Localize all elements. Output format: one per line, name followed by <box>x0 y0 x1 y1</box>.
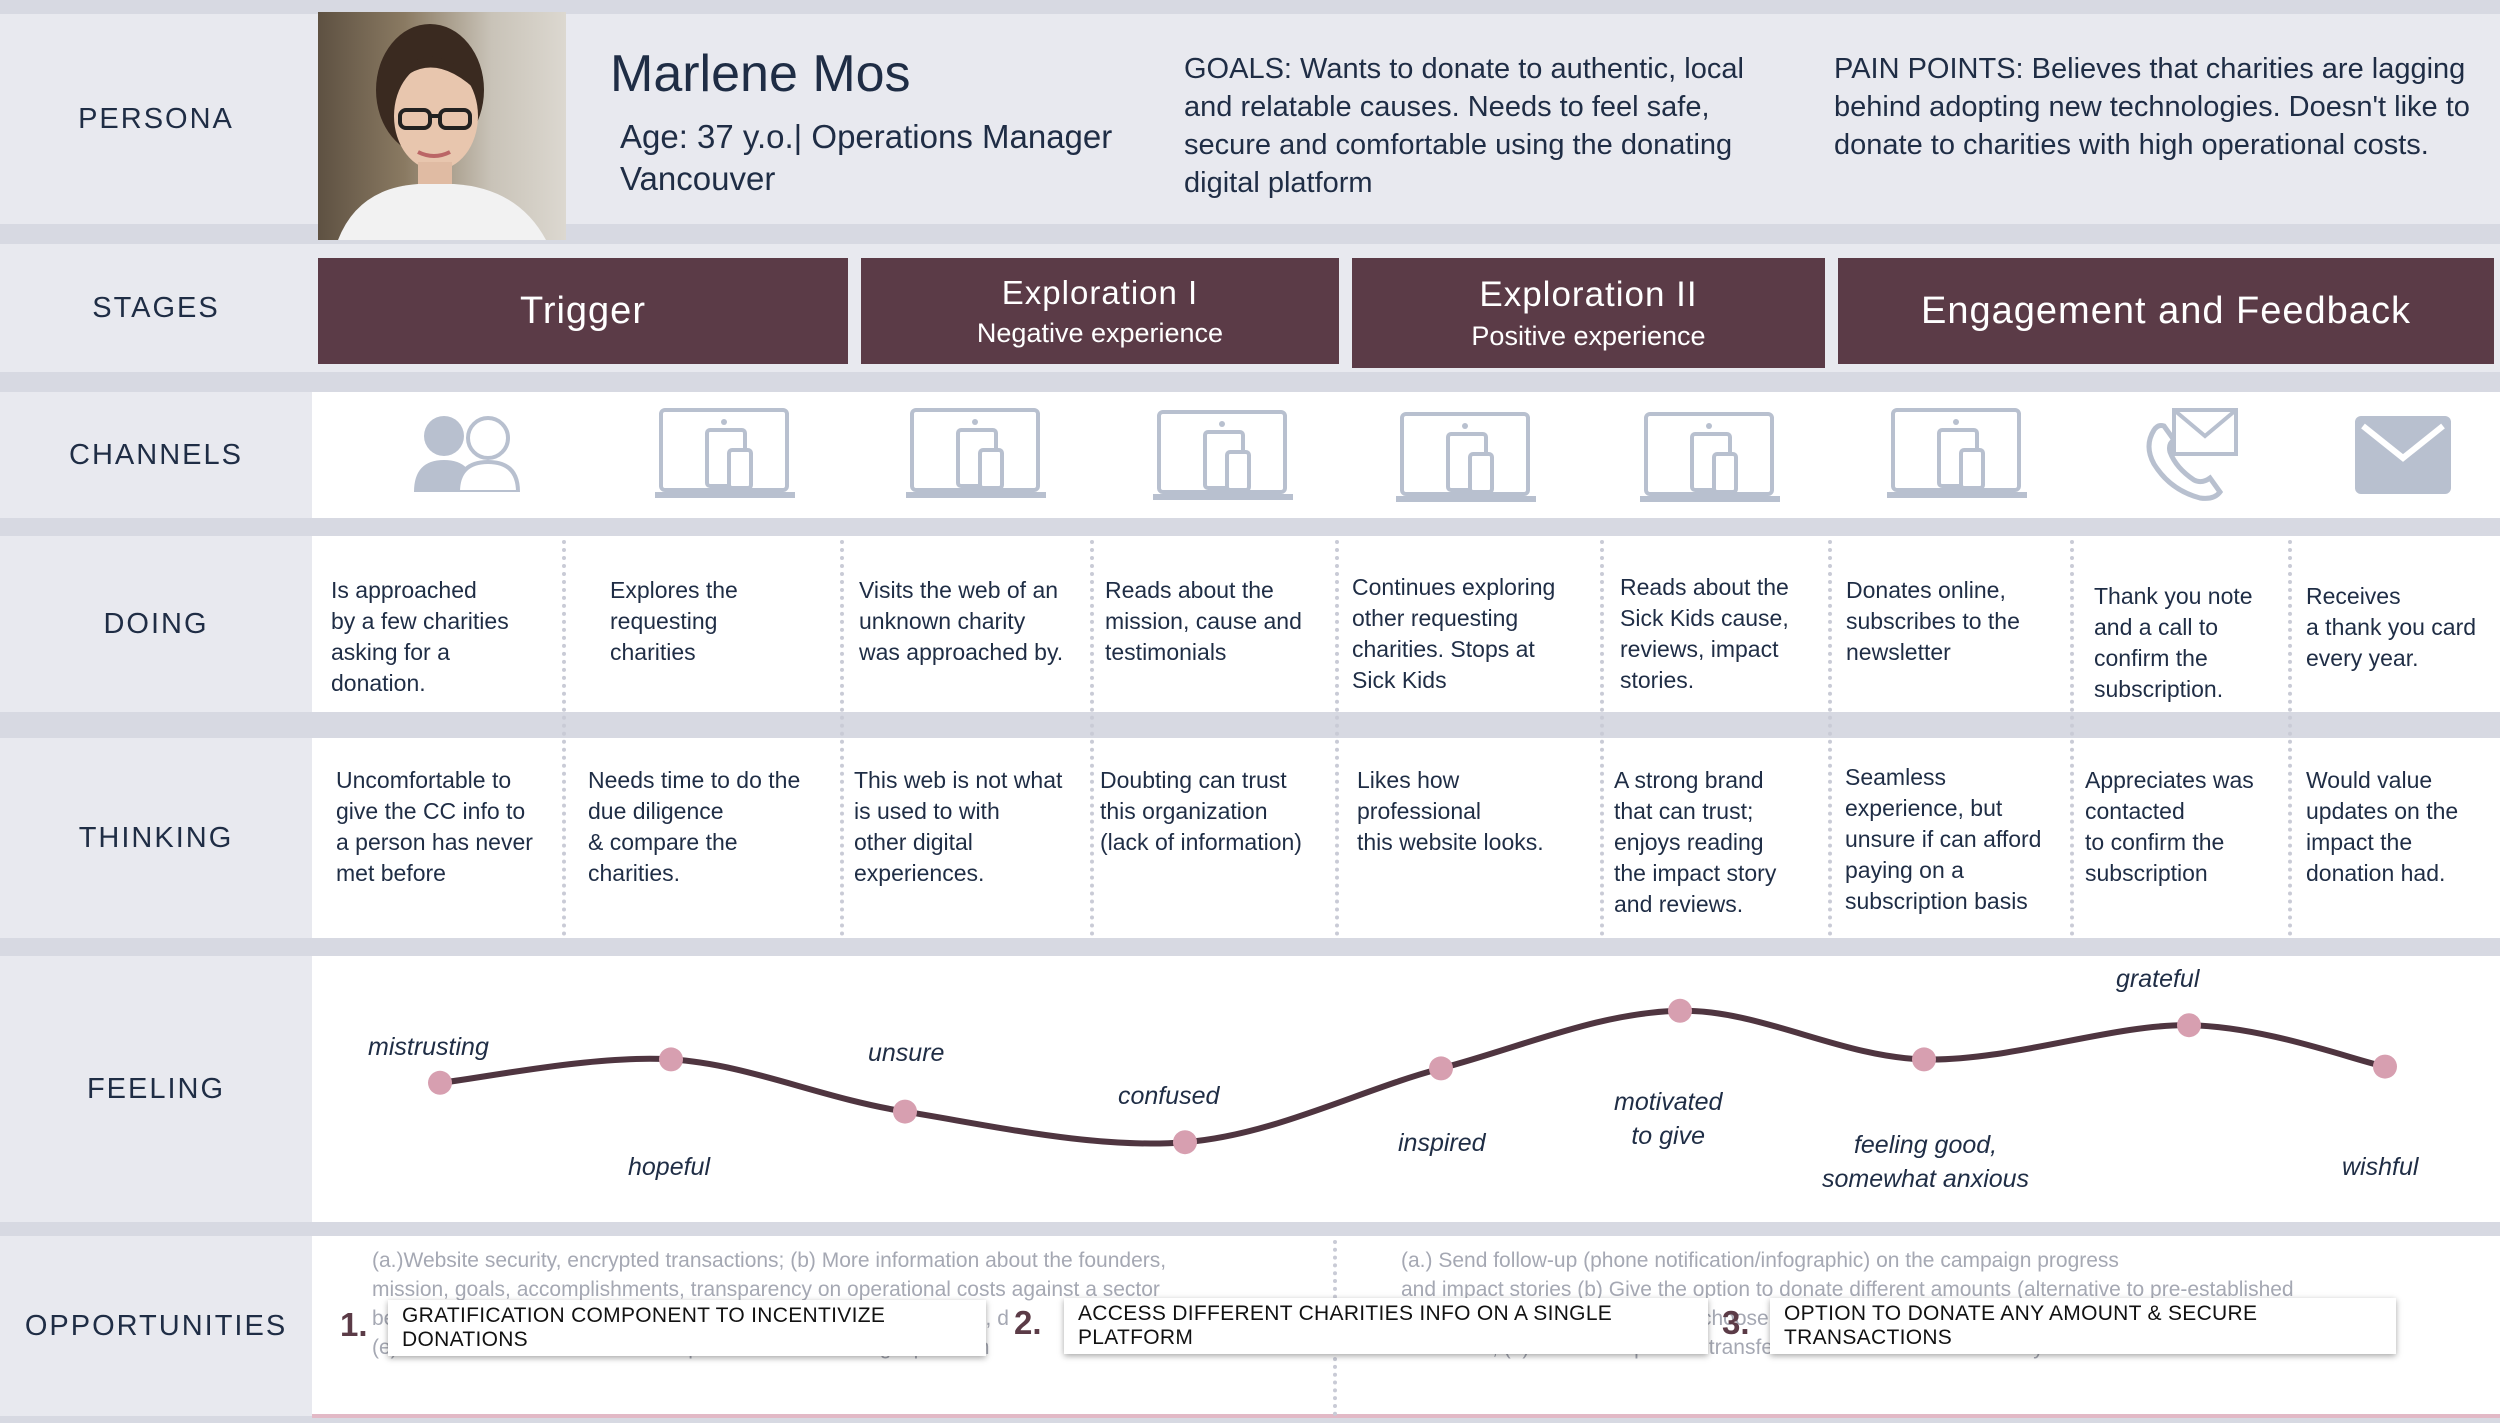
row-label-doing: DOING <box>0 536 312 712</box>
feeling-curve <box>439 1007 2386 1147</box>
column-divider <box>2288 540 2292 936</box>
feeling-label: grateful <box>2116 965 2200 993</box>
stage-engagement: Engagement and Feedback <box>1838 258 2494 364</box>
devices-icon <box>1887 406 2027 507</box>
thinking-cell: Needs time to do the due diligence & com… <box>588 767 801 886</box>
column-divider <box>1090 540 1094 936</box>
doing-cell: Reads about the Sick Kids cause, reviews… <box>1620 574 1789 693</box>
thinking-cell: Would value updates on the impact the do… <box>2306 767 2459 886</box>
devices-icon <box>1640 410 1780 511</box>
doing-cell: Donates online, subscribes to the newsle… <box>1846 577 2020 665</box>
stage-trigger: Trigger <box>318 258 848 364</box>
stage-exploration-2: Exploration II Positive experience <box>1352 258 1825 368</box>
feeling-label: hopeful <box>628 1153 711 1181</box>
row-label-opportunities: OPPORTUNITIES <box>0 1236 312 1416</box>
persona-age-role: Age: 37 y.o.| Operations Manager <box>620 118 1113 155</box>
row-label-stages: STAGES <box>0 244 312 372</box>
row-label-feeling: FEELING <box>0 956 312 1222</box>
people-icon <box>414 412 524 497</box>
bottom-accent-line <box>312 1414 2500 1418</box>
thinking-cell: Likes how professional this website look… <box>1357 767 1544 855</box>
feeling-point <box>2177 1013 2201 1038</box>
stage-title: Engagement and Feedback <box>1921 289 2411 332</box>
devices-icon <box>1396 410 1536 511</box>
thinking-cell: This web is not what is used to with oth… <box>854 767 1063 886</box>
devices-icon <box>1153 408 1293 509</box>
feeling-point <box>2373 1054 2397 1079</box>
feeling-label: unsure <box>868 1039 945 1067</box>
row-label-persona: PERSONA <box>0 14 312 224</box>
thinking-cell: Appreciates was contacted to confirm the… <box>2085 767 2254 886</box>
feeling-label: wishful <box>2342 1153 2419 1181</box>
doing-cell: Explores the requesting charities <box>610 577 738 665</box>
doing-cell: Is approached by a few charities asking … <box>331 577 509 696</box>
persona-goals: GOALS: Wants to donate to authentic, loc… <box>1184 53 1744 199</box>
stage-subtitle: Negative experience <box>976 317 1224 348</box>
feeling-point <box>1429 1056 1453 1081</box>
opportunity-1: GRATIFICATION COMPONENT TO INCENTIVIZE D… <box>388 1300 986 1356</box>
doing-cell: Thank you note and a call to confirm the… <box>2094 583 2253 702</box>
devices-icon <box>655 406 795 507</box>
feeling-label: feeling good, somewhat anxious <box>1822 1131 2030 1193</box>
feeling-point <box>1668 998 1692 1023</box>
stage-subtitle: Positive experience <box>1471 320 1706 351</box>
feeling-label: confused <box>1118 1082 1220 1110</box>
persona-city: Vancouver <box>620 160 776 197</box>
column-divider <box>1335 540 1339 936</box>
feeling-label: inspired <box>1398 1129 1486 1157</box>
column-divider <box>1600 540 1604 936</box>
doing-cell: Visits the web of an unknown charity was… <box>859 577 1064 665</box>
thinking-cell: Doubting can trust this organization (la… <box>1100 767 1302 855</box>
column-divider <box>562 540 566 936</box>
feeling-label: mistrusting <box>368 1033 489 1061</box>
doing-cell: Continues exploring other requesting cha… <box>1352 574 1556 693</box>
opportunity-number: 3. <box>1722 1304 1750 1341</box>
mail-icon <box>2355 416 2451 499</box>
opportunity-3: OPTION TO DONATE ANY AMOUNT & SECURE TRA… <box>1770 1298 2396 1354</box>
persona-pain-points: PAIN POINTS: Believes that charities are… <box>1834 53 2470 161</box>
stage-title: Exploration II <box>1479 274 1698 314</box>
stage-exploration-1: Exploration I Negative experience <box>861 258 1339 364</box>
row-label-channels: CHANNELS <box>0 392 312 518</box>
feeling-point <box>1173 1130 1197 1155</box>
opportunity-2: ACCESS DIFFERENT CHARITIES INFO ON A SIN… <box>1064 1298 1708 1354</box>
column-divider <box>1828 540 1832 936</box>
persona-photo <box>318 12 566 240</box>
thinking-cell: Seamless experience, but unsure if can a… <box>1845 764 2042 914</box>
phone-mail-icon <box>2140 406 2240 507</box>
feeling-point <box>428 1070 452 1095</box>
doing-panel <box>312 536 2500 712</box>
feeling-panel <box>312 956 2500 1222</box>
feeling-point <box>893 1099 917 1124</box>
doing-cell: Receives a thank you card every year. <box>2306 583 2477 671</box>
persona-name: Marlene Mos <box>610 45 911 103</box>
devices-icon <box>906 406 1046 507</box>
doing-cell: Reads about the mission, cause and testi… <box>1105 577 1302 665</box>
persona-panel <box>312 14 2500 224</box>
opportunity-number: 1. <box>340 1306 368 1343</box>
feeling-label: motivated to give <box>1614 1088 1723 1150</box>
stage-title: Exploration I <box>1001 273 1199 311</box>
opportunity-number: 2. <box>1014 1304 1042 1341</box>
row-label-thinking: THINKING <box>0 738 312 938</box>
stage-title: Trigger <box>520 289 646 332</box>
thinking-cell: Uncomfortable to give the CC info to a p… <box>336 767 533 886</box>
column-divider <box>2070 540 2074 936</box>
thinking-cell: A strong brand that can trust; enjoys re… <box>1614 767 1777 917</box>
thinking-panel <box>312 738 2500 938</box>
feeling-point <box>659 1047 683 1072</box>
column-divider <box>840 540 844 936</box>
feeling-point <box>1912 1047 1936 1072</box>
